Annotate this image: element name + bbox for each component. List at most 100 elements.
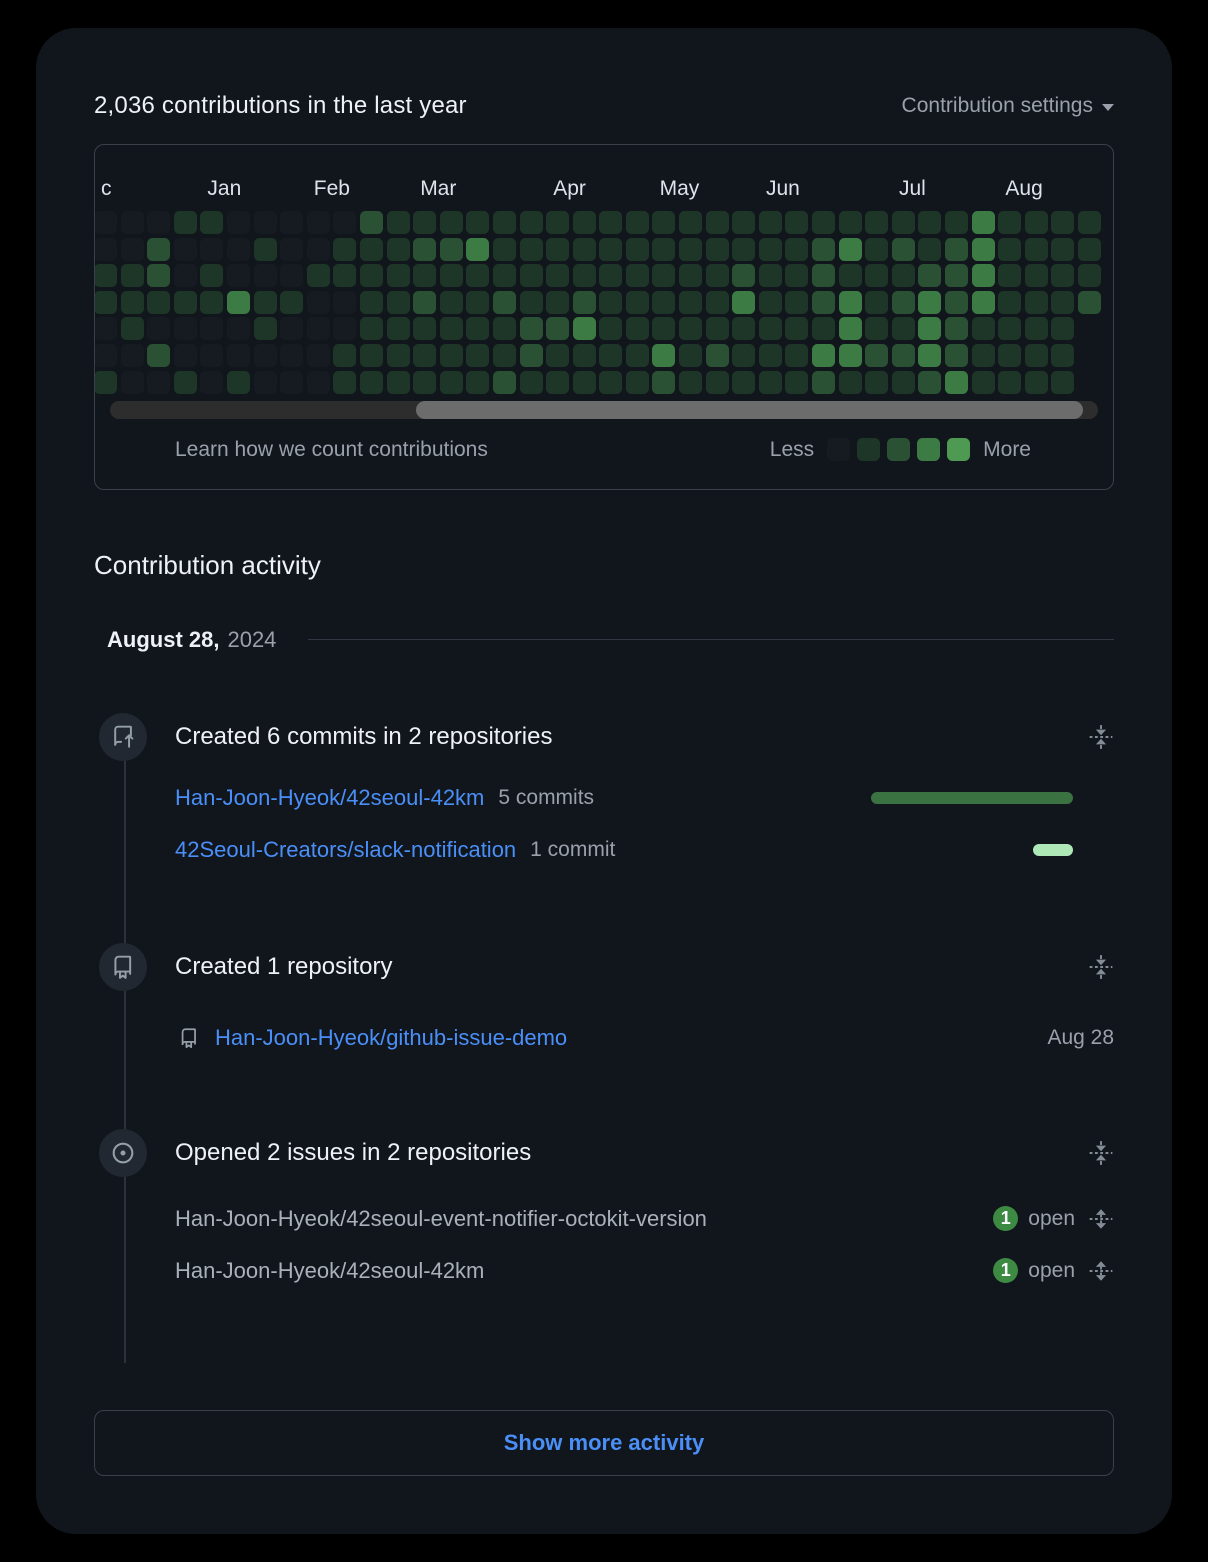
- contribution-day-cell[interactable]: [785, 264, 809, 288]
- contribution-day-cell[interactable]: [439, 290, 463, 314]
- contribution-day-cell[interactable]: [732, 290, 756, 314]
- unfold-icon[interactable]: [1088, 1258, 1114, 1284]
- learn-contributions-link[interactable]: Learn how we count contributions: [175, 437, 488, 461]
- contribution-day-cell[interactable]: [492, 290, 516, 314]
- contribution-day-cell[interactable]: [1077, 264, 1101, 288]
- contribution-day-cell[interactable]: [945, 343, 968, 367]
- contribution-day-cell[interactable]: [652, 317, 676, 341]
- contribution-day-cell[interactable]: [95, 211, 117, 234]
- contribution-day-cell[interactable]: [971, 370, 995, 394]
- contribution-day-cell[interactable]: [918, 237, 942, 261]
- contribution-day-cell[interactable]: [253, 264, 277, 288]
- contribution-day-cell[interactable]: [1051, 211, 1075, 234]
- contribution-day-cell[interactable]: [200, 264, 224, 288]
- contribution-day-cell[interactable]: [226, 343, 250, 367]
- contribution-day-cell[interactable]: [439, 237, 463, 261]
- contribution-day-cell[interactable]: [599, 317, 623, 341]
- contribution-day-cell[interactable]: [120, 317, 144, 341]
- contribution-day-cell[interactable]: [359, 317, 383, 341]
- contribution-day-cell[interactable]: [998, 264, 1022, 288]
- contribution-day-cell[interactable]: [95, 264, 117, 288]
- contribution-day-cell[interactable]: [253, 343, 277, 367]
- contribution-day-cell[interactable]: [891, 264, 915, 288]
- contribution-day-cell[interactable]: [971, 317, 995, 341]
- contribution-day-cell[interactable]: [785, 317, 809, 341]
- contribution-day-cell[interactable]: [333, 211, 357, 234]
- contribution-day-cell[interactable]: [998, 317, 1022, 341]
- contribution-day-cell[interactable]: [466, 290, 490, 314]
- contribution-day-cell[interactable]: [572, 237, 596, 261]
- contribution-day-cell[interactable]: [652, 211, 676, 234]
- contribution-day-cell[interactable]: [147, 290, 171, 314]
- contribution-day-cell[interactable]: [625, 290, 649, 314]
- contribution-day-cell[interactable]: [200, 237, 224, 261]
- contribution-day-cell[interactable]: [732, 211, 756, 234]
- contribution-day-cell[interactable]: [519, 211, 543, 234]
- contribution-day-cell[interactable]: [679, 264, 703, 288]
- contribution-day-cell[interactable]: [306, 264, 330, 288]
- contribution-day-cell[interactable]: [679, 343, 703, 367]
- contribution-day-cell[interactable]: [306, 343, 330, 367]
- contribution-day-cell[interactable]: [812, 290, 836, 314]
- contribution-day-cell[interactable]: [918, 264, 942, 288]
- contribution-day-cell[interactable]: [572, 370, 596, 394]
- contribution-day-cell[interactable]: [998, 211, 1022, 234]
- contribution-day-cell[interactable]: [572, 264, 596, 288]
- contribution-day-cell[interactable]: [679, 211, 703, 234]
- contribution-day-cell[interactable]: [679, 317, 703, 341]
- contribution-day-cell[interactable]: [546, 211, 570, 234]
- contribution-day-cell[interactable]: [1077, 211, 1101, 234]
- contribution-day-cell[interactable]: [173, 237, 197, 261]
- contribution-day-cell[interactable]: [998, 370, 1022, 394]
- contribution-day-cell[interactable]: [253, 317, 277, 341]
- contribution-day-cell[interactable]: [280, 343, 304, 367]
- contribution-day-cell[interactable]: [625, 264, 649, 288]
- contribution-day-cell[interactable]: [945, 370, 968, 394]
- repo-link[interactable]: Han-Joon-Hyeok/github-issue-demo: [215, 1024, 568, 1050]
- contribution-day-cell[interactable]: [439, 211, 463, 234]
- repo-link[interactable]: 42Seoul-Creators/slack-notification: [175, 836, 517, 862]
- contribution-day-cell[interactable]: [891, 370, 915, 394]
- contribution-day-cell[interactable]: [679, 370, 703, 394]
- contribution-day-cell[interactable]: [705, 237, 729, 261]
- contribution-day-cell[interactable]: [359, 237, 383, 261]
- contribution-day-cell[interactable]: [625, 211, 649, 234]
- contribution-day-cell[interactable]: [95, 343, 117, 367]
- contribution-day-cell[interactable]: [998, 290, 1022, 314]
- contribution-day-cell[interactable]: [466, 237, 490, 261]
- contribution-day-cell[interactable]: [891, 211, 915, 234]
- contribution-day-cell[interactable]: [173, 370, 197, 394]
- contribution-day-cell[interactable]: [200, 290, 224, 314]
- contribution-day-cell[interactable]: [865, 370, 889, 394]
- contribution-day-cell[interactable]: [652, 370, 676, 394]
- contribution-day-cell[interactable]: [1051, 370, 1075, 394]
- contribution-day-cell[interactable]: [120, 264, 144, 288]
- contribution-day-cell[interactable]: [120, 237, 144, 261]
- contribution-day-cell[interactable]: [758, 317, 782, 341]
- contribution-day-cell[interactable]: [945, 317, 968, 341]
- contribution-day-cell[interactable]: [918, 343, 942, 367]
- contribution-day-cell[interactable]: [439, 370, 463, 394]
- contribution-day-cell[interactable]: [1024, 343, 1048, 367]
- contribution-day-cell[interactable]: [386, 237, 410, 261]
- contribution-day-cell[interactable]: [519, 343, 543, 367]
- contribution-day-cell[interactable]: [572, 290, 596, 314]
- contribution-day-cell[interactable]: [333, 264, 357, 288]
- contribution-day-cell[interactable]: [226, 370, 250, 394]
- contribution-day-cell[interactable]: [280, 290, 304, 314]
- contribution-day-cell[interactable]: [253, 290, 277, 314]
- contribution-day-cell[interactable]: [572, 343, 596, 367]
- contribution-day-cell[interactable]: [1077, 237, 1101, 261]
- contribution-day-cell[interactable]: [359, 343, 383, 367]
- contribution-day-cell[interactable]: [306, 290, 330, 314]
- contribution-day-cell[interactable]: [253, 211, 277, 234]
- contribution-day-cell[interactable]: [226, 237, 250, 261]
- contribution-day-cell[interactable]: [173, 290, 197, 314]
- contribution-day-cell[interactable]: [306, 211, 330, 234]
- contribution-day-cell[interactable]: [466, 317, 490, 341]
- contribution-day-cell[interactable]: [971, 264, 995, 288]
- contribution-day-cell[interactable]: [386, 211, 410, 234]
- contribution-day-cell[interactable]: [95, 290, 117, 314]
- contribution-day-cell[interactable]: [1024, 370, 1048, 394]
- contribution-day-cell[interactable]: [1024, 290, 1048, 314]
